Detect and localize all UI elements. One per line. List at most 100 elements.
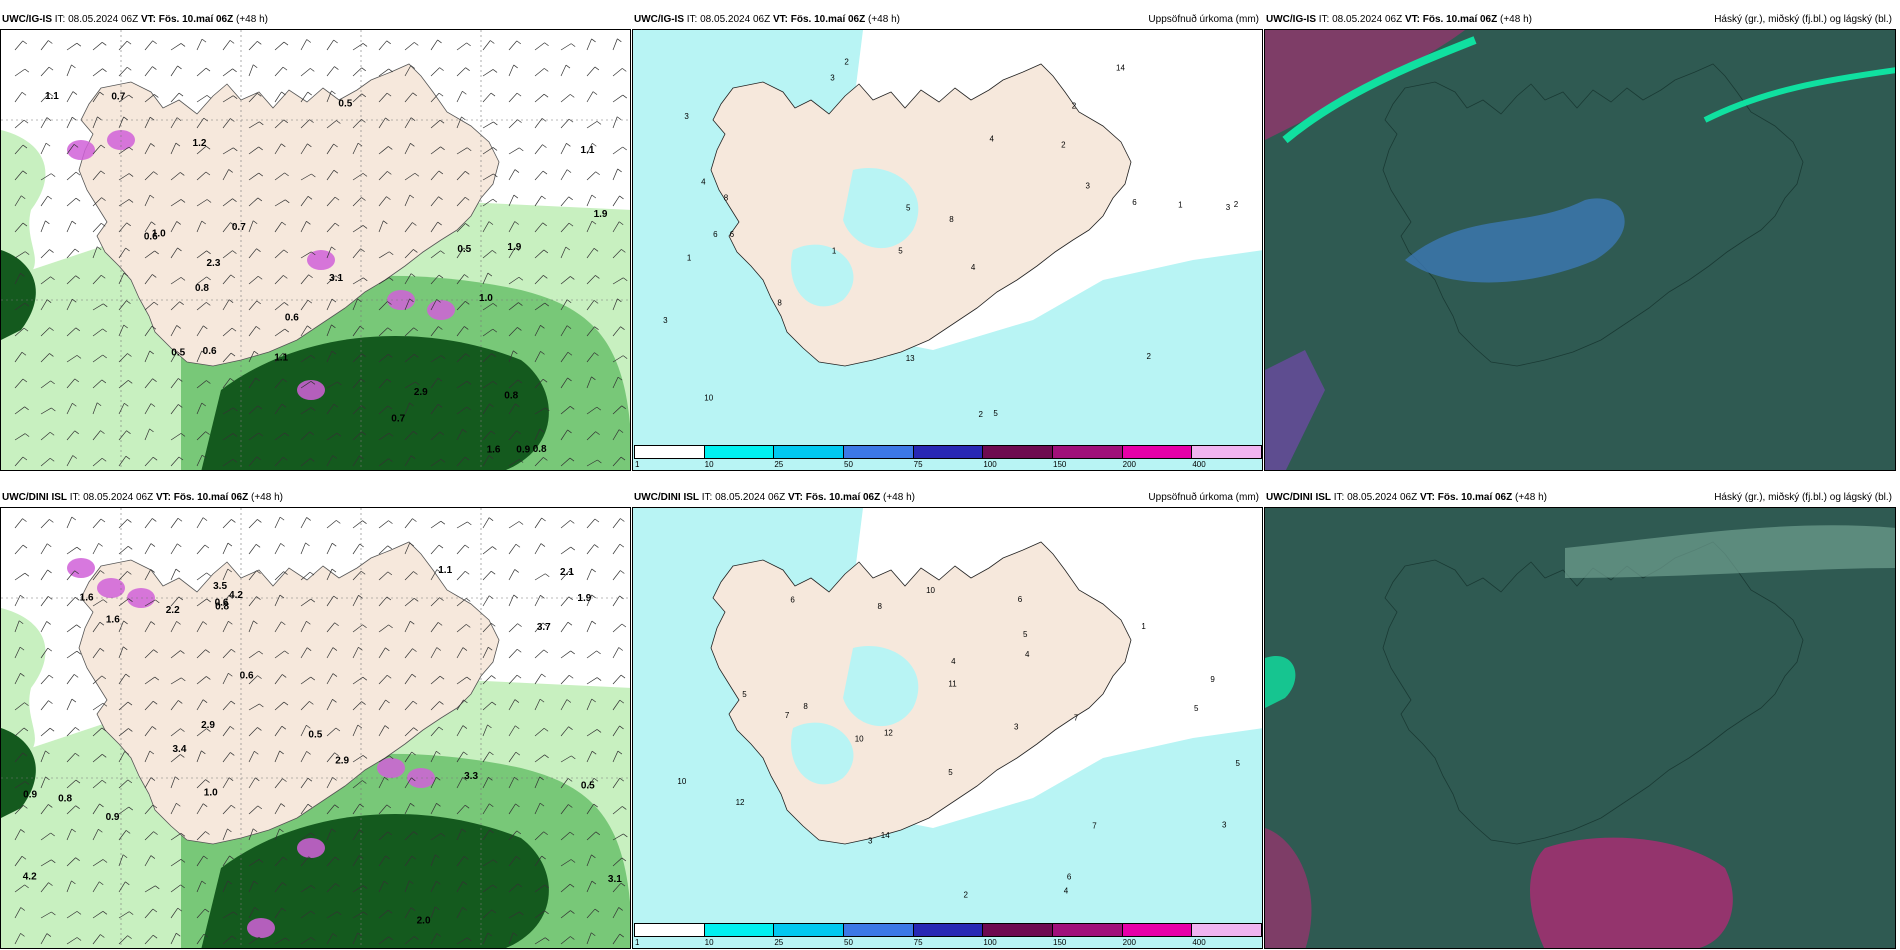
wind-barb	[430, 458, 442, 467]
wind-barb-feather	[73, 674, 79, 678]
wind-barb	[222, 222, 231, 233]
wind-barb-feather	[437, 377, 443, 382]
precip-area-dark-west	[1, 728, 36, 818]
wind-barb-feather	[24, 572, 30, 577]
cloud-map[interactable]	[1264, 507, 1896, 949]
wind-barb-feather	[306, 221, 311, 225]
wind-barb-feather	[622, 355, 628, 359]
wind-barb-feather	[101, 727, 107, 732]
wind-barb	[170, 43, 182, 51]
precip-value-label: 8	[803, 702, 808, 711]
precip-map[interactable]: 2 2 3 5 4 6 3 2 1 4 8 10 3 1 2 5 13 14 3 8 8 6 2 1 3 4 5 6 2	[632, 29, 1263, 471]
wind-barb	[404, 42, 415, 51]
wind-barb	[92, 911, 104, 919]
heavy-precip-cell	[247, 918, 275, 938]
wind-barb	[170, 803, 177, 815]
wind-barb-feather	[385, 855, 390, 860]
precip-value-label: 3	[1085, 181, 1090, 190]
wind-barb	[170, 907, 179, 919]
wind-barb-feather	[437, 622, 443, 626]
wind-barb	[430, 726, 440, 737]
wind-barb-feather	[334, 752, 339, 757]
wind-barb	[430, 622, 439, 633]
precip-map[interactable]: 3 4 5 9 10 7 5 12 11 7 5 3 4 10 8 6 5 12 10 14 7 6 5 3 2 1 4 8 6	[632, 507, 1263, 949]
wind-barb-feather	[410, 620, 415, 625]
wind-barb-feather	[333, 143, 338, 148]
precip-value-label: 13	[906, 354, 915, 363]
wind-barb-feather	[385, 117, 390, 122]
precip-value-label: 2	[1072, 102, 1077, 111]
wind-barb-feather	[310, 355, 316, 359]
wind-barb-feather	[359, 455, 364, 460]
wind-barb	[482, 803, 490, 815]
wind-barb-feather	[75, 197, 81, 202]
wind-barb-feather	[284, 328, 290, 333]
wind-barb-feather	[331, 246, 336, 251]
wind-barb-feather	[464, 196, 470, 201]
wind-barb-feather	[362, 755, 368, 759]
colorbar-tick-label: 50	[844, 938, 853, 947]
wind-barb	[352, 326, 361, 337]
wind-barb-feather	[361, 431, 366, 436]
wind-barb	[118, 598, 129, 607]
wind-barb	[92, 543, 99, 555]
wind-barb	[456, 937, 468, 945]
wind-barb-feather	[257, 405, 263, 410]
wind-barb-feather	[570, 406, 575, 410]
wind-barb-feather	[362, 885, 368, 889]
wind-barb-feather	[72, 91, 78, 95]
wind-barb	[248, 650, 260, 659]
wind-barb-feather	[101, 274, 106, 279]
wind-barb-feather	[336, 520, 341, 524]
wind-barb-feather	[76, 911, 82, 915]
wind-barb-feather	[462, 647, 468, 651]
wind-barb-feather	[571, 755, 576, 760]
wind-barb	[482, 69, 494, 77]
wind-barb	[274, 828, 280, 841]
wind-barb	[586, 729, 598, 737]
wind-barb-feather	[259, 121, 264, 126]
wind-barb-feather	[205, 67, 211, 72]
precip-value-label: 3	[1226, 203, 1231, 212]
wind-barb	[196, 544, 206, 555]
wind-barb-feather	[75, 275, 80, 279]
wind-barb-feather	[359, 803, 364, 808]
wind-barb-feather	[462, 907, 467, 911]
wind-barb-feather	[361, 197, 366, 201]
colorbar-tick-label: 100	[983, 460, 997, 469]
wind-barb-feather	[412, 700, 418, 705]
wind-barb	[300, 91, 309, 103]
wind-barb	[144, 855, 152, 867]
wind-barb	[352, 173, 364, 181]
wind-barb	[534, 831, 544, 841]
wind-barb-feather	[362, 676, 368, 681]
wind-barb	[196, 750, 202, 763]
precip-value-label: 10	[855, 734, 864, 743]
wind-barb	[352, 520, 363, 529]
wind-barb-feather	[492, 381, 498, 385]
wind-barb	[534, 249, 545, 259]
iceland-outline	[1382, 63, 1804, 367]
wind-barb	[222, 700, 232, 711]
precip-value-label: 14	[881, 831, 890, 840]
wind-barb-feather	[436, 647, 441, 651]
wind-barb-feather	[335, 275, 340, 280]
wind-map[interactable]: 0.6 0.6 0.7 1.0 0.8 1.2 1.1 0.8 0.6 0.5 1.9 0.5 1.1 1…	[0, 29, 631, 471]
wind-barb	[352, 647, 359, 659]
wind-barb	[170, 247, 178, 259]
colorbar-swatch	[1052, 445, 1123, 459]
wind-barb	[66, 42, 78, 51]
wind-barb	[612, 298, 618, 311]
wind-barb-feather	[152, 40, 157, 45]
cloud-map[interactable]	[1264, 29, 1896, 471]
wind-barb-feather	[386, 596, 392, 601]
wind-barb-feather	[621, 623, 627, 628]
wind-barb-feather	[100, 430, 105, 434]
wind-map[interactable]: 0.5 0.9 1.6 2.9 2.0 3.7 4.2 3.1 3.3 2.1 1.0 0.8 0.6 0…	[0, 507, 631, 949]
wind-barb	[144, 428, 150, 441]
precip-value-label: 1	[832, 246, 837, 255]
wind-barb	[404, 381, 416, 389]
wind-barb-feather	[310, 885, 316, 889]
wind-barb-feather	[386, 40, 391, 45]
wind-barb	[586, 854, 592, 867]
